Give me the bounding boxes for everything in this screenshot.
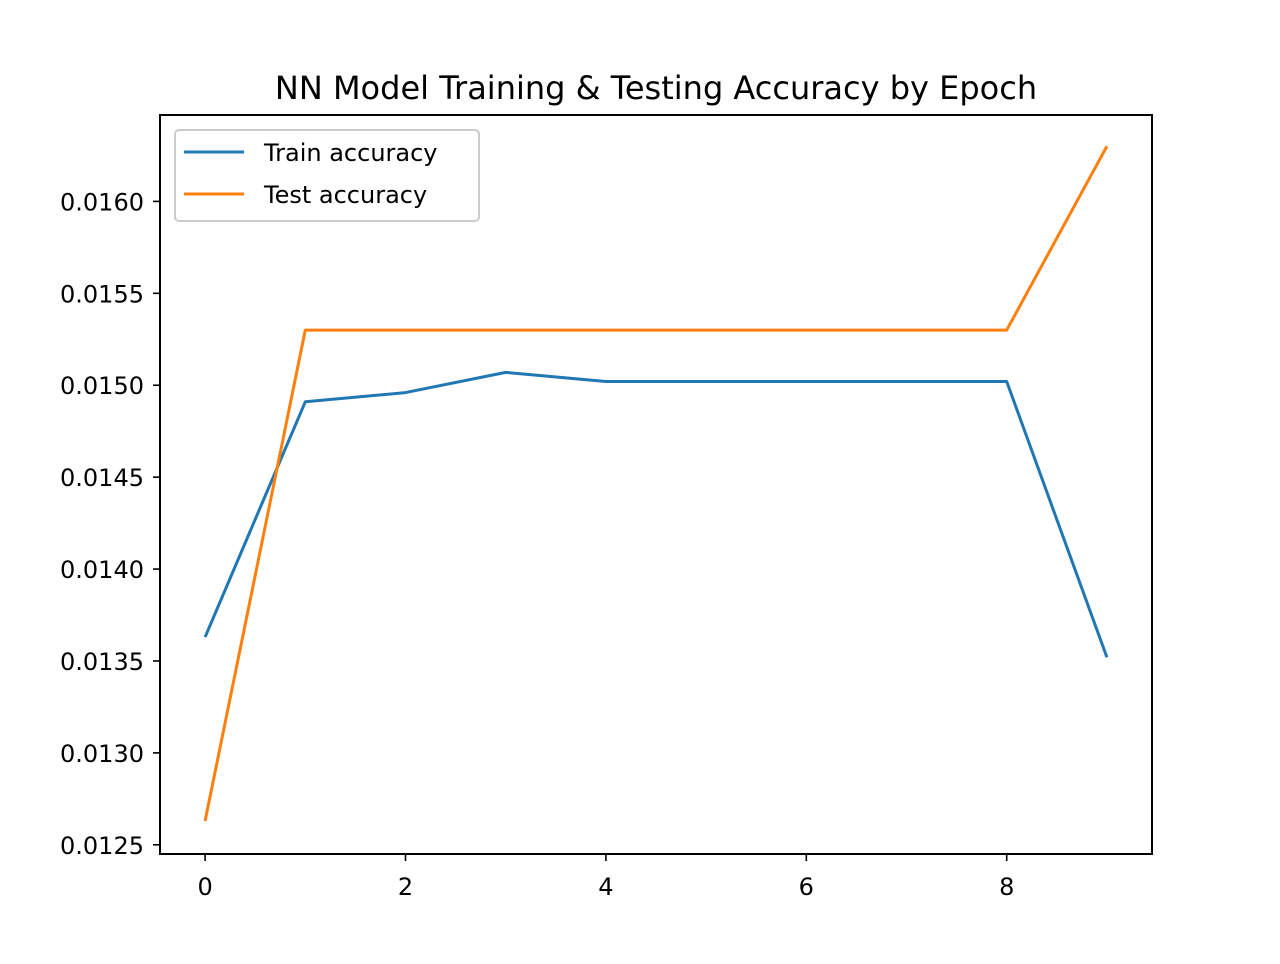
legend-label-1: Test accuracy: [263, 181, 427, 209]
y-tick-label: 0.0155: [60, 280, 144, 308]
x-tick-label: 2: [398, 873, 413, 901]
legend-box: [174, 129, 480, 222]
y-tick-label: 0.0130: [60, 740, 144, 768]
x-tick-label: 0: [197, 873, 212, 901]
y-axis: 0.0125 0.0130 0.0135 0.0140 0.0145 0.0150 0.01…: [60, 188, 160, 860]
y-tick-label: 0.0140: [60, 556, 144, 584]
x-tick-label: 8: [999, 873, 1014, 901]
series-lines: [203, 145, 1109, 822]
y-tick-label: 0.0160: [60, 188, 144, 216]
x-axis: 0 2 4 6 8: [197, 854, 1014, 901]
chart-title: NN Model Training & Testing Accuracy by …: [275, 69, 1037, 107]
plot-area-frame: [159, 114, 1153, 855]
series-line-1: [203, 145, 1109, 822]
y-tick-label: 0.0125: [60, 832, 144, 860]
x-tick-label: 6: [799, 873, 814, 901]
x-tick-label: 4: [598, 873, 613, 901]
y-tick-label: 0.0145: [60, 464, 144, 492]
series-line-0: [203, 370, 1109, 658]
y-tick-label: 0.0135: [60, 648, 144, 676]
legend-label-0: Train accuracy: [263, 139, 438, 167]
y-tick-label: 0.0150: [60, 372, 144, 400]
legend: Train accuracy Test accuracy: [174, 129, 480, 222]
